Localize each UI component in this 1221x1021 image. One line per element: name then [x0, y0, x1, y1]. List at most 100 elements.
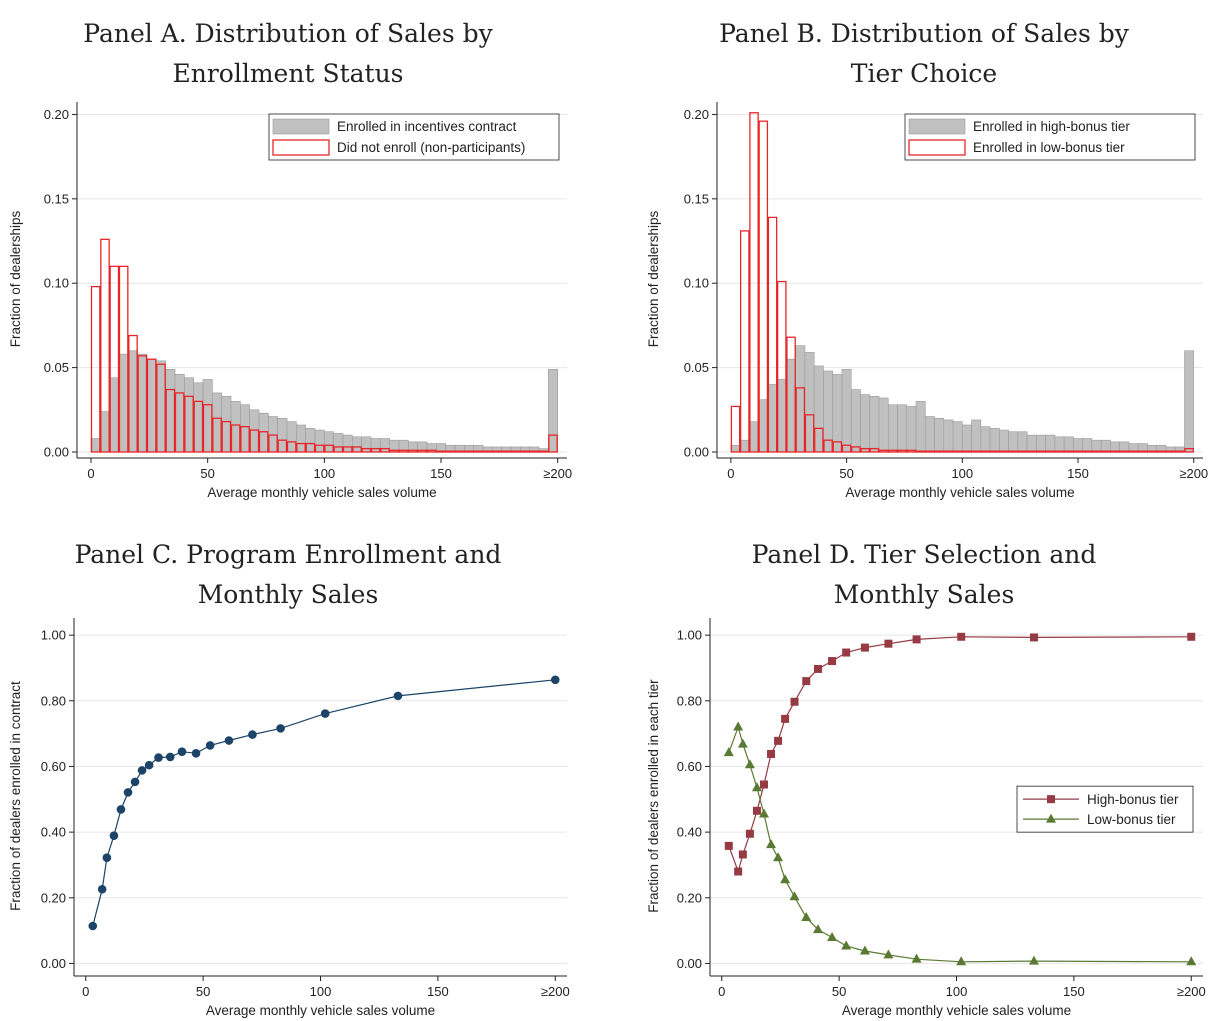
data-point — [1029, 633, 1038, 642]
data-point — [883, 949, 894, 959]
histogram-bar-filled — [212, 392, 222, 453]
histogram-bar-filled — [221, 396, 232, 453]
histogram-bar-filled — [305, 428, 316, 453]
data-point — [738, 850, 747, 859]
data-point — [130, 777, 140, 787]
data-point — [767, 749, 776, 758]
histogram-bar-filled — [943, 419, 954, 453]
y-tick-label: 1.00 — [677, 628, 702, 643]
histogram-bar-filled — [202, 379, 213, 453]
legend-box — [1016, 785, 1194, 833]
x-tick-label: 50 — [832, 984, 846, 999]
data-point — [123, 788, 133, 797]
y-tick-label: 0.05 — [44, 360, 69, 375]
data-point — [276, 724, 285, 733]
histogram-bar-outline — [749, 112, 759, 453]
histogram-bar-outline — [1017, 450, 1028, 453]
x-tick-label: 150 — [427, 984, 449, 999]
data-point — [116, 805, 126, 814]
histogram-bar-outline — [398, 449, 409, 453]
histogram-bar-outline — [869, 447, 880, 453]
histogram-bar-outline — [501, 450, 512, 453]
data-point — [723, 747, 734, 757]
histogram-bar-outline — [221, 420, 232, 453]
histogram-bar-filled — [277, 417, 288, 453]
panel-a: Panel A. Distribution of Sales by Enrollm… — [8, 19, 572, 500]
data-point — [734, 867, 743, 876]
histogram-bar-outline — [510, 450, 521, 453]
panel-title-line: Panel B. Distribution of Sales by — [719, 19, 1130, 48]
data-point — [733, 721, 744, 731]
data-point — [884, 639, 893, 648]
y-tick-label: 0.60 — [41, 759, 66, 774]
histogram-bar-outline — [962, 450, 972, 453]
histogram-bar-outline — [370, 447, 381, 453]
y-tick-label: 0.00 — [41, 956, 66, 971]
histogram-bar-outline — [128, 334, 138, 453]
histogram-bar-outline — [925, 450, 935, 453]
histogram-bar-outline — [333, 446, 344, 453]
histogram-bar-filled — [962, 424, 972, 453]
histogram-bar-outline — [1054, 450, 1065, 453]
y-tick-label: 0.20 — [44, 107, 69, 122]
histogram-bar-filled — [749, 421, 759, 453]
data-point — [191, 749, 201, 758]
panel-title-line: Tier Choice — [851, 59, 997, 88]
data-point — [780, 874, 791, 884]
histogram-bar-filled — [980, 426, 991, 453]
legend: High-bonus tier Low-bonus tier — [1016, 785, 1194, 833]
histogram-bar-filled — [924, 416, 935, 453]
histogram-bar-filled — [887, 404, 898, 453]
histogram-bar-outline — [777, 280, 787, 453]
histogram-bar-filled — [342, 434, 353, 453]
histogram-bar-filled — [324, 431, 334, 453]
panel-title-line: Monthly Sales — [834, 580, 1015, 609]
histogram-bar-outline — [814, 427, 824, 453]
data-point — [842, 648, 851, 657]
histogram-bar-filled — [165, 368, 176, 453]
histogram-bar-outline — [548, 434, 558, 453]
histogram-bar-filled — [860, 394, 871, 453]
y-axis-label: Fraction of dealers enrolled in contract — [8, 681, 23, 911]
y-tick-label: 1.00 — [41, 628, 66, 643]
histogram-bar-filled — [1036, 434, 1046, 453]
histogram-bar-filled — [971, 419, 982, 453]
histogram-bar-outline — [823, 439, 833, 453]
histogram-bar-outline — [1138, 450, 1148, 453]
panel-title-line: Panel D. Tier Selection and — [752, 540, 1097, 569]
histogram-bar-filled — [897, 404, 908, 453]
histogram-bar-filled — [370, 438, 381, 453]
y-tick-label: 0.15 — [44, 191, 69, 206]
histogram-bar-outline — [1110, 450, 1120, 453]
histogram-bar-outline — [492, 450, 502, 453]
legend: Enrolled in incentives contract Did not e… — [268, 113, 560, 161]
x-axis-label: Average monthly vehicle sales volume — [842, 1003, 1071, 1018]
histogram-bar-filled — [795, 345, 806, 453]
histogram-bar-filled — [1082, 438, 1093, 453]
histogram-bar-outline — [971, 450, 981, 453]
y-tick-label: 0.20 — [684, 107, 709, 122]
histogram-bar-filled — [1008, 431, 1019, 453]
histogram-bar-filled — [1054, 436, 1065, 453]
histogram-bar-outline — [1036, 450, 1046, 453]
data-point — [737, 738, 748, 748]
histogram-bar-outline — [389, 449, 400, 453]
histogram-bar-filled — [146, 358, 157, 453]
histogram-bar-outline — [212, 417, 222, 453]
histogram-bar-outline — [860, 447, 870, 453]
x-tick-label: ≥200 — [1177, 984, 1206, 999]
panel-title-line: Panel A. Distribution of Sales by — [83, 19, 493, 48]
y-tick-label: 0.80 — [41, 693, 66, 708]
x-tick-label: 0 — [82, 984, 89, 999]
panel-title-line: Enrollment Status — [173, 59, 404, 88]
histogram-bar-outline — [417, 449, 428, 453]
histogram-bar-filled — [174, 374, 185, 453]
histogram-bar-outline — [1165, 450, 1176, 453]
data-point — [790, 697, 799, 706]
data-point — [393, 691, 403, 701]
data-point — [248, 730, 257, 739]
data-point — [109, 831, 119, 841]
x-tick-label: 50 — [196, 984, 210, 999]
histogram-bar-outline — [464, 450, 474, 453]
histogram-bar-filled — [934, 417, 945, 453]
